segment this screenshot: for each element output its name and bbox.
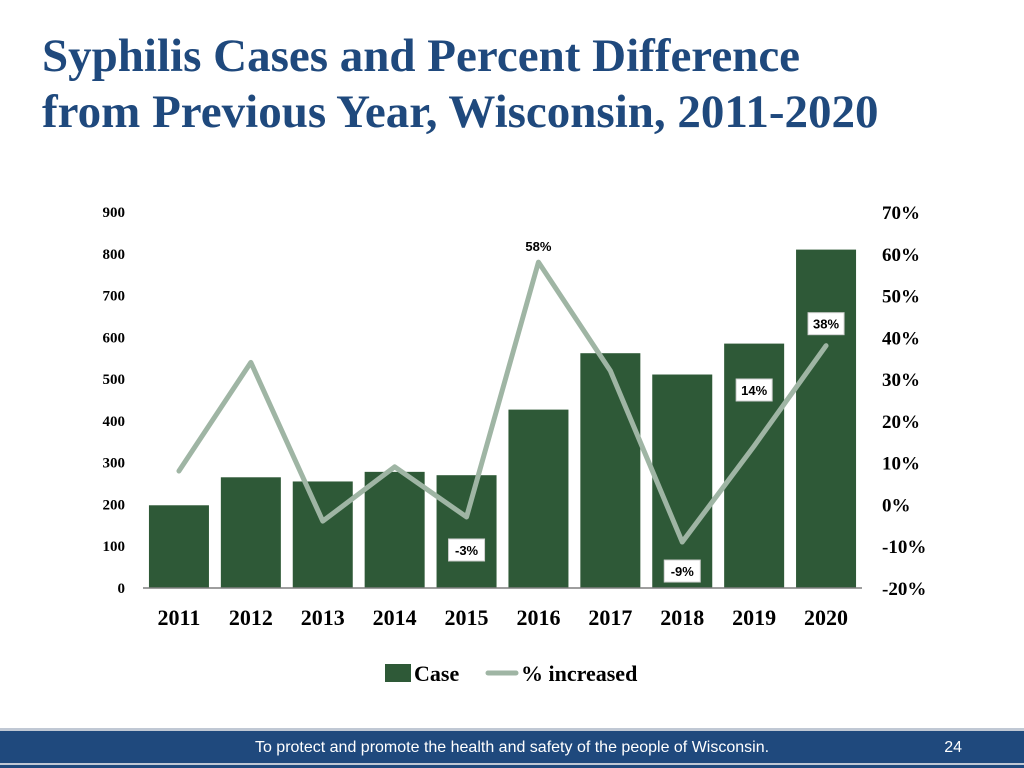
right-axis-ticks: -20% -10% 0% 10% 20% 30% 40% 50% 60% 70% <box>882 203 926 600</box>
footer-text: To protect and promote the health and sa… <box>254 739 770 756</box>
legend-label-percent: % increased <box>521 661 637 686</box>
right-tick-30%: 30% <box>882 370 920 391</box>
left-tick-700: 700 <box>103 289 126 305</box>
bar-2016 <box>508 409 569 588</box>
left-axis-ticks: 0 100 200 300 400 500 600 700 800 900 <box>103 205 126 597</box>
left-tick-300: 300 <box>103 456 126 472</box>
x-tick-2019: 2019 <box>732 605 776 630</box>
bar-2011 <box>148 505 209 588</box>
footer-bar: To protect and promote the health and sa… <box>0 728 1024 768</box>
data-label-box-2015 <box>448 538 486 562</box>
x-tick-2014: 2014 <box>373 605 417 630</box>
left-tick-200: 200 <box>103 497 126 513</box>
left-tick-0: 0 <box>118 581 126 597</box>
chart-legend: Case % increased <box>385 661 637 686</box>
data-label-box-2020 <box>807 312 845 336</box>
line-series <box>176 259 829 545</box>
bar-2015 <box>436 475 497 588</box>
bar-2017 <box>580 353 641 588</box>
left-tick-900: 900 <box>103 205 126 221</box>
right-tick--20%: -20% <box>882 579 926 600</box>
right-tick--10%: -10% <box>882 537 926 558</box>
left-tick-100: 100 <box>103 539 126 555</box>
x-tick-2017: 2017 <box>588 605 632 630</box>
percent-line <box>176 259 829 545</box>
right-tick-70%: 70% <box>882 203 920 224</box>
legend-swatch-case <box>385 664 411 682</box>
right-tick-20%: 20% <box>882 412 920 433</box>
right-tick-40%: 40% <box>882 328 920 349</box>
left-tick-800: 800 <box>103 247 126 263</box>
page-number: 24 <box>944 739 962 756</box>
x-tick-2020: 2020 <box>804 605 848 630</box>
data-label-2019: 14% <box>741 383 767 398</box>
bar-series <box>148 249 857 588</box>
data-label-box-2018 <box>663 559 701 583</box>
data-label-2020: 38% <box>813 317 839 332</box>
x-axis-ticks: 2011 2012 2013 2014 2015 2016 2017 2018 2019 2020 <box>158 605 848 630</box>
x-tick-2011: 2011 <box>158 605 201 630</box>
bar-2012 <box>220 477 281 588</box>
title-line-2: from Previous Year, Wisconsin, 2011-2020 <box>42 86 879 138</box>
data-label-2018: -9% <box>671 564 695 579</box>
legend-label-case: Case <box>414 661 459 686</box>
bar-2014 <box>364 471 425 588</box>
data-label-box-2019 <box>735 378 773 402</box>
slide-title: Syphilis Cases and Percent Difference fr… <box>42 28 1002 140</box>
right-tick-0%: 0% <box>882 495 911 516</box>
left-tick-400: 400 <box>103 414 126 430</box>
data-labels: -3% 58% -9% 14% 38% <box>448 239 845 583</box>
bar-2013 <box>292 481 353 588</box>
combo-chart: 0 100 200 300 400 500 600 700 800 900 -20% -10% 0% 1… <box>103 203 927 686</box>
x-tick-2016: 2016 <box>516 605 560 630</box>
left-tick-500: 500 <box>103 372 126 388</box>
bar-2018 <box>652 374 713 588</box>
x-tick-2013: 2013 <box>301 605 345 630</box>
x-tick-2018: 2018 <box>660 605 704 630</box>
bar-2020 <box>796 249 857 588</box>
x-tick-2015: 2015 <box>445 605 489 630</box>
right-tick-10%: 10% <box>882 454 920 475</box>
right-tick-60%: 60% <box>882 245 920 266</box>
title-line-1: Syphilis Cases and Percent Difference <box>42 30 801 82</box>
data-label-2016: 58% <box>525 239 551 254</box>
left-tick-600: 600 <box>103 330 126 346</box>
x-tick-2012: 2012 <box>229 605 273 630</box>
data-label-2015: -3% <box>455 543 479 558</box>
right-tick-50%: 50% <box>882 287 920 308</box>
